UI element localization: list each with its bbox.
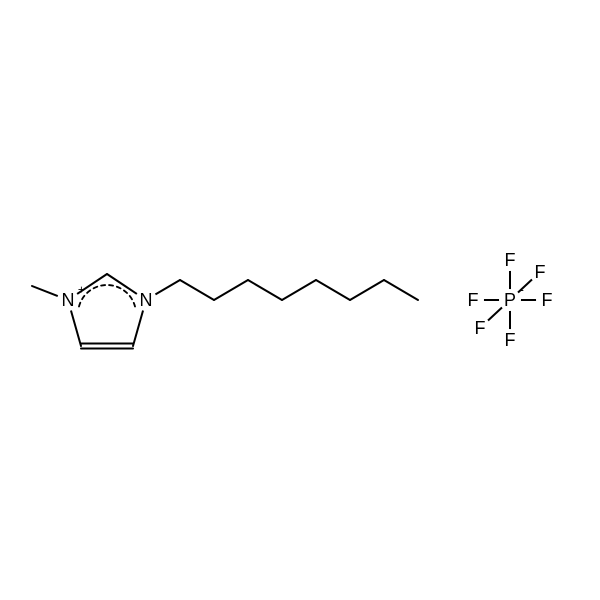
svg-text:F: F [535,262,546,282]
svg-text:F: F [475,318,486,338]
svg-text:N: N [140,290,153,310]
svg-text:N: N [62,290,75,310]
svg-text:P: P [504,290,516,310]
svg-text:F: F [468,290,479,310]
svg-text:F: F [542,290,553,310]
svg-text:F: F [505,250,516,270]
chemical-structure-diagram: N+NP-FFFFFF [0,0,600,600]
svg-text:-: - [520,283,524,297]
svg-text:F: F [505,330,516,350]
svg-text:+: + [78,283,85,297]
